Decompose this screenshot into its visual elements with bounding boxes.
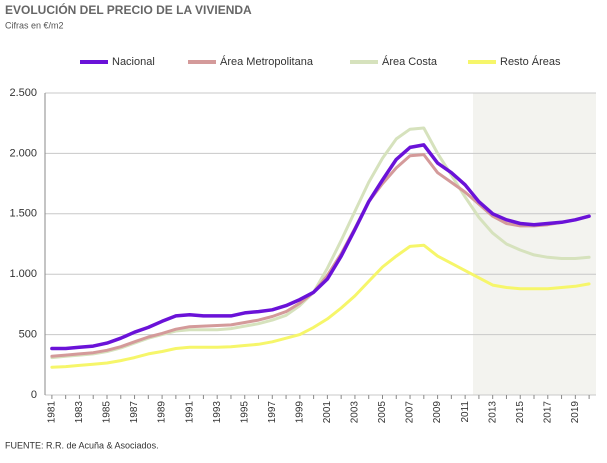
x-tick-label: 2019 — [570, 401, 581, 424]
legend-label: Nacional — [112, 56, 155, 68]
x-tick-label: 1995 — [239, 401, 250, 424]
forecast-shade — [473, 93, 596, 395]
legend-label: Resto Áreas — [500, 55, 561, 68]
x-tick-label: 2011 — [460, 401, 471, 423]
x-tick-label: 2009 — [432, 401, 443, 424]
x-tick-label: 1985 — [102, 401, 113, 424]
x-tick-label: 2005 — [377, 401, 388, 424]
x-tick-label: 2015 — [515, 401, 526, 424]
source-note: FUENTE: R.R. de Acuña & Asociados. — [5, 440, 159, 450]
x-tick-label: 1993 — [212, 401, 223, 424]
series-line — [50, 143, 591, 351]
legend-label: Área Metropolitana — [220, 55, 314, 68]
legend-label: Área Costa — [382, 55, 438, 68]
chart-subtitle: Cifras en €/m2 — [5, 20, 64, 30]
x-tick-label: 1981 — [47, 401, 58, 424]
y-tick-label: 0 — [31, 389, 37, 401]
y-tick-label: 1.500 — [9, 208, 37, 220]
x-tick-label: 2007 — [405, 401, 416, 424]
x-tick-label: 2017 — [542, 401, 553, 424]
y-tick-label: 500 — [19, 329, 37, 341]
x-tick-label: 2001 — [322, 401, 333, 424]
x-tick-label: 1999 — [294, 401, 305, 424]
x-tick-label: 1989 — [157, 401, 168, 424]
x-tick-label: 1983 — [74, 401, 85, 424]
series-line — [50, 243, 591, 369]
chart-title: EVOLUCIÓN DEL PRECIO DE LA VIVIENDA — [5, 2, 252, 17]
y-tick-label: 2.500 — [9, 87, 37, 99]
x-tick-label: 1997 — [267, 401, 278, 424]
x-tick-label: 2003 — [350, 401, 361, 424]
y-tick-label: 2.000 — [9, 147, 37, 159]
x-tick-label: 1991 — [184, 401, 195, 424]
y-tick-label: 1.000 — [9, 268, 37, 280]
x-tick-label: 2013 — [487, 401, 498, 424]
x-tick-label: 1987 — [129, 401, 140, 424]
